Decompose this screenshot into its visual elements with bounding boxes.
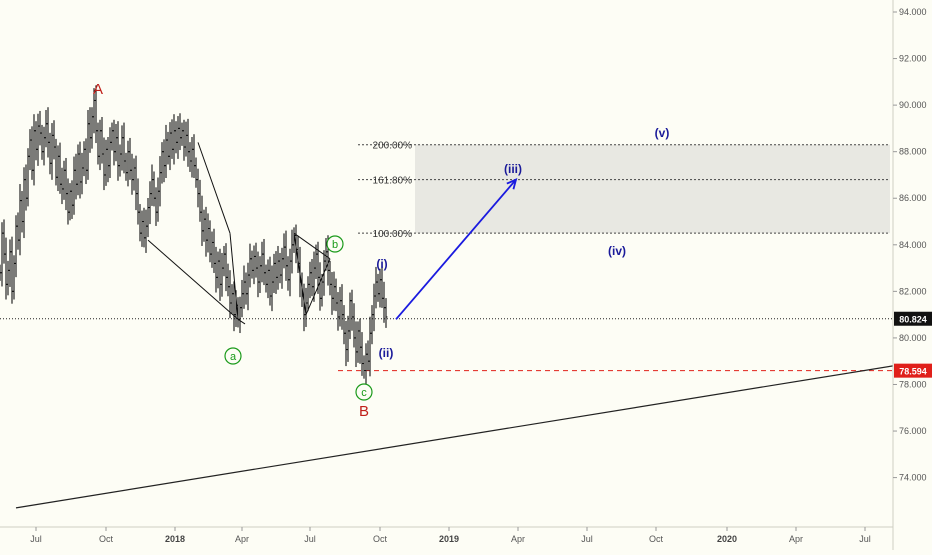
trend-line [15,365,894,509]
x-tick-label: Jul [859,534,871,544]
x-tick-label: Jul [30,534,42,544]
projection-arrow-line [395,179,517,320]
x-tick-label: Apr [789,534,803,544]
wave-label-c: c [361,387,367,399]
projection-arrow-head [506,178,518,190]
fib-level-label: 100.00% [373,229,413,240]
x-tick-label: Oct [649,534,664,544]
current-price-label: 80.824 [899,315,927,325]
wave-label-b: b [332,239,338,251]
wave-structure-line [305,258,331,315]
wave-label-a: a [230,351,237,363]
y-tick-label: 92.000 [899,54,927,64]
wave-label-v: (v) [655,126,670,140]
y-tick-label: 88.000 [899,147,927,157]
y-tick-label: 80.000 [899,333,927,343]
x-axis: Jul Oct 2018 Apr Jul Oct 2019 Apr Jul Oct 2020 Apr J… [30,527,871,544]
wave-structure-line [197,142,231,234]
wave-structure-line [237,318,246,325]
y-tick-label: 82.000 [899,286,927,296]
wave-structure-line [293,233,307,315]
y-axis: 94.000 92.000 90.000 88.000 86.000 84.000 82.0… [893,7,932,483]
x-tick-label: 2020 [717,534,737,544]
support-price-badge [894,363,932,378]
x-tick-label: Apr [511,534,525,544]
y-tick-label: 84.000 [899,240,927,250]
wave-label-b-circle [326,235,344,253]
wave-label-ii: (ii) [379,346,394,360]
wave-label-iv: (iv) [608,244,626,258]
fib-level-label: 200.00% [373,141,413,152]
y-tick-label: 86.000 [899,193,927,203]
wave-structure-line [293,232,331,260]
y-tick-label: 74.000 [899,473,927,483]
x-tick-label: Jul [304,534,316,544]
wave-label-c-circle [355,383,373,401]
y-tick-label: 90.000 [899,100,927,110]
current-price-badge [894,311,932,326]
x-tick-label: Oct [99,534,114,544]
wave-label-i: (i) [376,257,387,271]
y-tick-label: 78.000 [899,379,927,389]
support-price-label: 78.594 [899,367,927,377]
x-tick-label: 2019 [439,534,459,544]
x-tick-label: 2018 [165,534,185,544]
wave-structure-line [147,239,239,320]
plot-area: 200.00% 161.80% 100.00% A Ba b c (i) (ii) (iii) (i… [0,81,894,509]
y-tick-label: 94.000 [899,7,927,17]
fib-level-label: 161.80% [373,176,413,187]
wave-label-iii: (iii) [504,162,522,176]
wave-label-A: A [93,81,103,98]
y-tick-label: 76.000 [899,426,927,436]
wave-label-a-circle [224,347,242,365]
x-tick-label: Oct [373,534,388,544]
wave-structure-line [229,233,239,320]
x-tick-label: Jul [581,534,593,544]
fib-target-zone [415,144,890,234]
x-tick-label: Apr [235,534,249,544]
wave-label-B: B [359,403,369,420]
